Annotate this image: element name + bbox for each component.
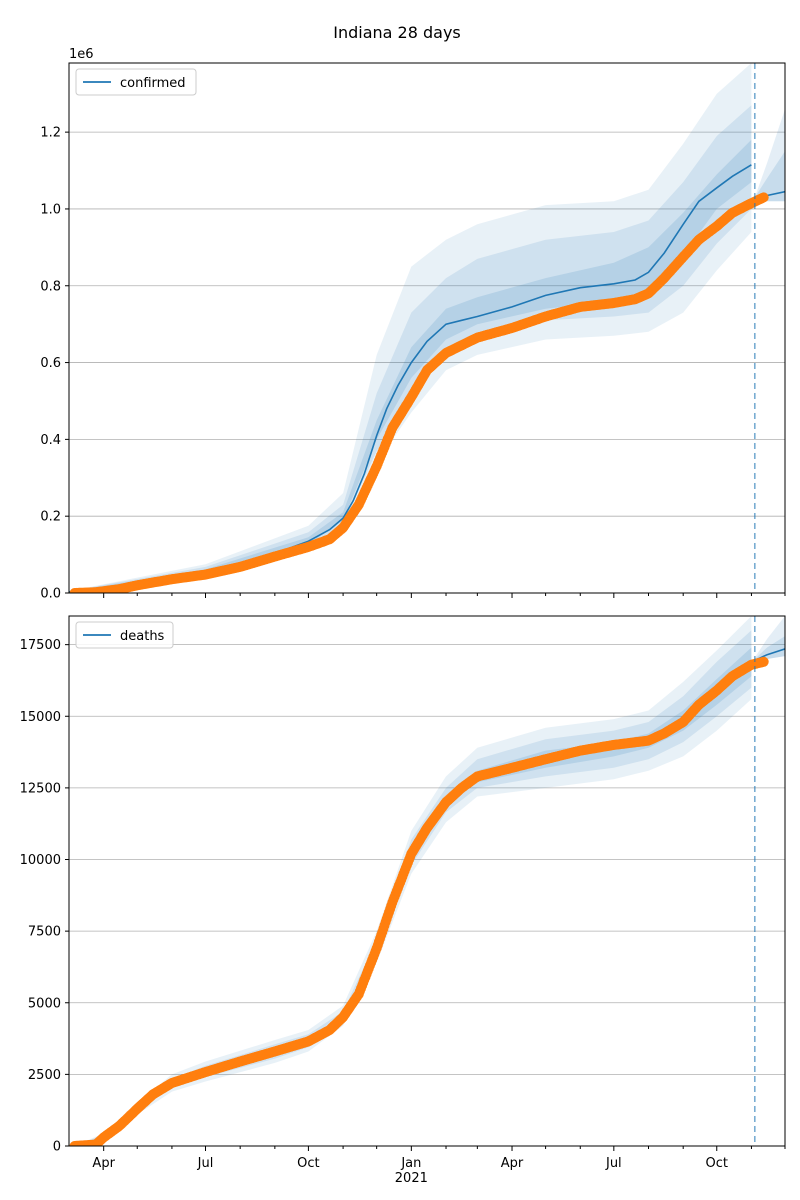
- confirmed-plot-area: [69, 63, 785, 593]
- deaths-xtick-label: Apr: [92, 1156, 115, 1171]
- deaths-legend: deaths: [75, 621, 174, 649]
- confirmed-legend-box: [75, 68, 197, 96]
- confirmed-axes-frame: [68, 62, 786, 594]
- deaths-legend-label: deaths: [120, 629, 165, 644]
- confirmed-ytick-label: 0.2: [40, 510, 61, 525]
- confirmed-uncertainty-band: [69, 63, 752, 593]
- deaths-ytick-label: 0: [53, 1140, 61, 1155]
- confirmed-ytick-label: 0.4: [40, 433, 61, 448]
- confirmed-panel: 0.0 0.2 0.4 0.6 0.8 1.0 1.2 1e6 confirmed: [40, 47, 786, 602]
- confirmed-legend-label: confirmed: [120, 76, 186, 91]
- deaths-plot-area: [69, 616, 785, 1146]
- deaths-xtick-label: Jan: [400, 1156, 421, 1171]
- confirmed-offset-label: 1e6: [69, 47, 94, 62]
- deaths-panel: 0 2500 5000 7500 10000 12500 15000 17500 Apr Jul O…: [20, 615, 786, 1186]
- deaths-ytick-label: 15000: [20, 710, 61, 725]
- confirmed-observed-point: [758, 192, 769, 203]
- confirmed-ytick-label: 1.0: [40, 202, 61, 217]
- deaths-axes-frame: [68, 615, 786, 1147]
- confirmed-forecast-band: [754, 109, 785, 202]
- deaths-observed-point: [758, 656, 769, 667]
- confirmed-ytick-label: 0.0: [40, 587, 61, 602]
- deaths-ytick-label: 10000: [20, 853, 61, 868]
- deaths-ytick-label: 2500: [28, 1068, 61, 1083]
- deaths-xtick-label: Jul: [197, 1156, 214, 1171]
- deaths-ytick-label: 5000: [28, 996, 61, 1011]
- deaths-year-label: 2021: [395, 1171, 428, 1186]
- confirmed-forecast-band: [754, 151, 785, 202]
- deaths-legend-box: [75, 621, 174, 649]
- deaths-xtick-label: Oct: [297, 1156, 319, 1171]
- deaths-xtick-label: Oct: [706, 1156, 728, 1171]
- figure-title: Indiana 28 days: [333, 23, 461, 42]
- deaths-ytick-label: 7500: [28, 925, 61, 940]
- deaths-uncertainty-band: [74, 616, 752, 1146]
- confirmed-ytick-label: 1.2: [40, 126, 61, 141]
- deaths-xtick-label: Apr: [501, 1156, 524, 1171]
- deaths-uncertainty-band: [74, 630, 752, 1146]
- confirmed-uncertainty-band: [69, 105, 752, 593]
- deaths-ytick-label: 12500: [20, 781, 61, 796]
- deaths-ytick-label: 17500: [20, 638, 61, 653]
- confirmed-legend: confirmed: [75, 68, 197, 96]
- confirmed-ytick-label: 0.6: [40, 356, 61, 371]
- confirmed-ytick-label: 0.8: [40, 279, 61, 294]
- deaths-xtick-label: Jul: [605, 1156, 622, 1171]
